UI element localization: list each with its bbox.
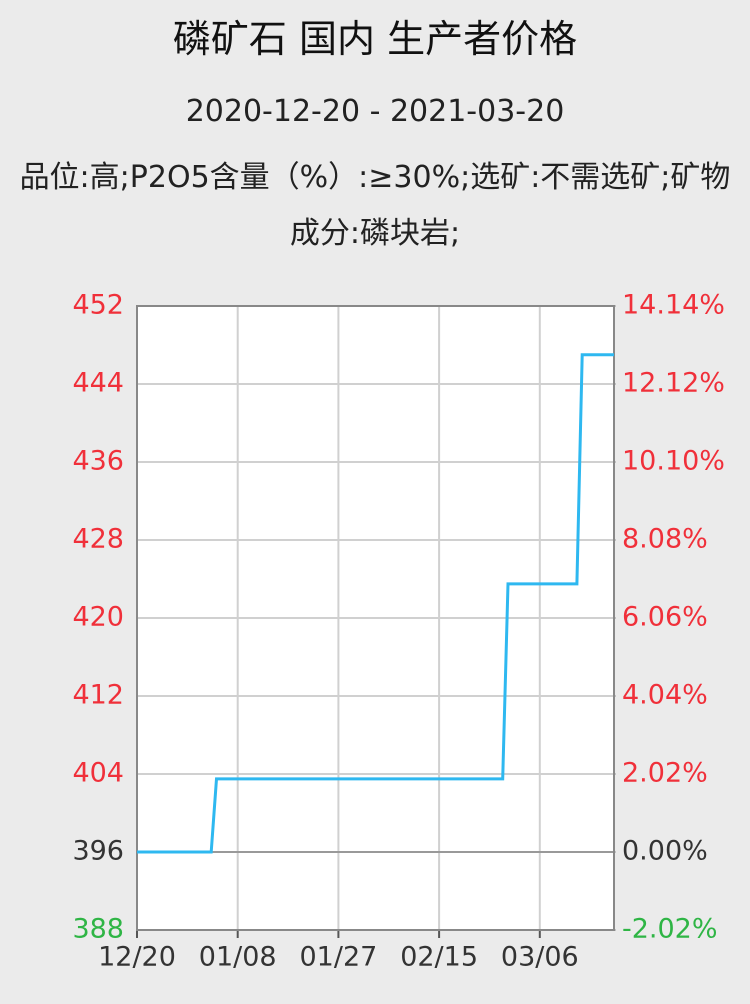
y2-tick-label: 2.02% [622,758,708,789]
y-tick-label: 428 [72,524,124,555]
y-tick-label: 388 [72,914,124,945]
x-tick-label: 12/20 [98,942,176,973]
y2-tick-label: 10.10% [622,446,725,477]
plot-border [136,305,615,931]
y-tick-label: 420 [72,602,124,633]
description: 品位:高;P2O5含量（%）:≥30%;选矿:不需选矿;矿物成分:磷块岩; [19,160,731,251]
y2-tick-label: 14.14% [622,290,725,321]
y2-tick-label: -2.02% [622,914,718,945]
y2-tick-label: 12.12% [622,368,725,399]
y-tick-label: 404 [72,758,124,789]
y2-tick-label: 4.04% [622,680,708,711]
y-tick-label: 436 [72,446,124,477]
x-tick-label: 03/06 [501,942,579,973]
y2-tick-label: 0.00% [622,836,708,867]
y2-tick-label: 6.06% [622,602,708,633]
y-tick-label: 452 [72,290,124,321]
chart-title: 磷矿石 国内 生产者价格 [172,17,578,61]
date-range: 2020-12-20 - 2021-03-20 [185,94,565,129]
x-tick-label: 01/08 [199,942,277,973]
y-tick-label: 444 [72,368,124,399]
y-tick-label: 396 [72,836,124,867]
y-tick-label: 412 [72,680,124,711]
x-tick-label: 02/15 [400,942,478,973]
x-tick-label: 01/27 [299,942,377,973]
y2-tick-label: 8.08% [622,524,708,555]
price-line [137,353,614,854]
